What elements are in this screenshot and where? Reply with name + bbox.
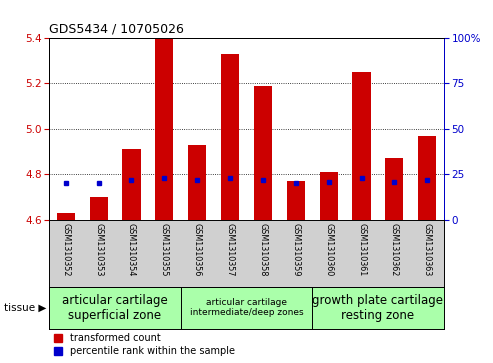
Text: GSM1310354: GSM1310354 xyxy=(127,223,136,276)
Text: GSM1310355: GSM1310355 xyxy=(160,223,169,277)
Text: GDS5434 / 10705026: GDS5434 / 10705026 xyxy=(49,23,184,36)
Bar xyxy=(57,213,75,220)
Text: tissue ▶: tissue ▶ xyxy=(4,303,47,313)
Bar xyxy=(188,145,206,220)
Legend: transformed count, percentile rank within the sample: transformed count, percentile rank withi… xyxy=(54,333,235,356)
Bar xyxy=(352,72,371,220)
FancyBboxPatch shape xyxy=(181,287,312,329)
Bar xyxy=(386,158,403,220)
FancyBboxPatch shape xyxy=(312,287,444,329)
Text: GSM1310359: GSM1310359 xyxy=(291,223,300,277)
Text: GSM1310358: GSM1310358 xyxy=(258,223,267,276)
Text: GSM1310363: GSM1310363 xyxy=(423,223,432,276)
Text: GSM1310362: GSM1310362 xyxy=(390,223,399,276)
Text: GSM1310361: GSM1310361 xyxy=(357,223,366,276)
Text: GSM1310352: GSM1310352 xyxy=(61,223,70,277)
Text: articular cartilage
superficial zone: articular cartilage superficial zone xyxy=(62,294,168,322)
Text: articular cartilage
intermediate/deep zones: articular cartilage intermediate/deep zo… xyxy=(190,298,303,317)
Bar xyxy=(287,181,305,220)
Bar xyxy=(254,86,272,220)
Bar xyxy=(221,54,239,220)
Text: GSM1310353: GSM1310353 xyxy=(94,223,103,276)
Bar xyxy=(122,149,141,220)
Bar xyxy=(319,172,338,220)
Text: GSM1310356: GSM1310356 xyxy=(193,223,202,276)
FancyBboxPatch shape xyxy=(49,287,181,329)
Text: GSM1310360: GSM1310360 xyxy=(324,223,333,276)
Text: growth plate cartilage
resting zone: growth plate cartilage resting zone xyxy=(313,294,444,322)
Text: GSM1310357: GSM1310357 xyxy=(226,223,235,277)
Bar xyxy=(90,197,107,220)
Bar xyxy=(418,136,436,220)
Bar xyxy=(155,38,174,220)
